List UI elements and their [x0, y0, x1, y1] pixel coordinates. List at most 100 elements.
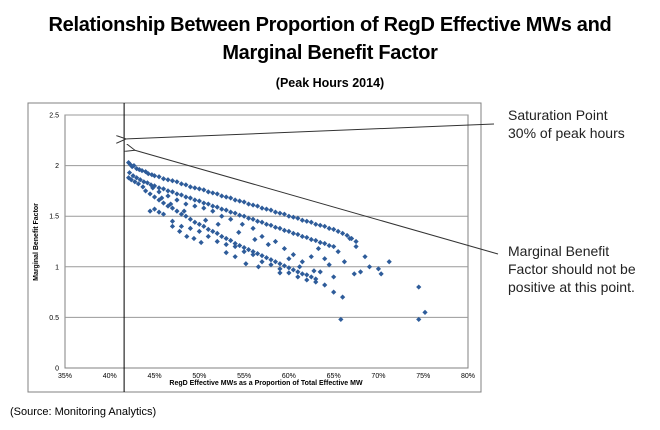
- data-point: [326, 262, 332, 268]
- data-point: [156, 185, 162, 191]
- data-point: [322, 256, 328, 262]
- y-tick-label: 2.5: [49, 113, 59, 120]
- data-point: [259, 253, 265, 259]
- data-point: [201, 223, 207, 229]
- data-point: [347, 235, 353, 242]
- data-point: [228, 237, 234, 244]
- data-point: [263, 221, 270, 227]
- data-point: [241, 199, 247, 205]
- saturation-annotation: Saturation Point 30% of peak hours: [508, 106, 648, 142]
- data-point: [241, 249, 247, 255]
- data-point: [237, 198, 243, 204]
- data-point: [308, 219, 314, 225]
- data-point: [277, 225, 283, 231]
- data-point: [125, 175, 132, 181]
- chart-frame: [27, 102, 482, 393]
- data-point: [250, 216, 256, 222]
- data-point: [357, 269, 364, 275]
- data-point: [340, 230, 346, 237]
- data-point: [245, 215, 252, 221]
- data-point: [160, 211, 167, 217]
- data-point: [243, 261, 249, 267]
- data-point: [134, 175, 140, 181]
- data-point: [295, 274, 301, 280]
- data-point: [241, 213, 247, 219]
- data-point: [313, 276, 319, 282]
- data-point: [196, 198, 202, 204]
- data-point: [245, 246, 252, 253]
- data-point: [177, 228, 183, 234]
- data-point: [150, 185, 156, 191]
- x-tick-label: 70%: [371, 373, 385, 380]
- data-point: [304, 218, 310, 224]
- x-tick-label: 60%: [282, 373, 296, 380]
- data-point: [144, 180, 150, 186]
- saturation-arrow: [125, 123, 495, 139]
- data-point: [147, 191, 153, 197]
- data-point: [254, 251, 261, 257]
- x-tick-label: 35%: [58, 373, 72, 380]
- data-point: [250, 202, 256, 208]
- data-point: [169, 178, 176, 184]
- data-point: [174, 179, 180, 185]
- data-point: [181, 208, 187, 214]
- data-point: [192, 197, 198, 203]
- data-point: [315, 245, 322, 252]
- data-point: [219, 193, 225, 199]
- data-point: [223, 241, 229, 248]
- data-point: [143, 188, 149, 194]
- gridlines: [65, 114, 468, 318]
- data-point: [353, 243, 359, 250]
- data-point: [286, 270, 292, 276]
- x-tick-label: 45%: [148, 373, 162, 380]
- data-point: [219, 206, 225, 212]
- data-point: [295, 269, 301, 275]
- data-point: [169, 189, 176, 195]
- data-point: [198, 239, 204, 246]
- data-point: [214, 230, 220, 237]
- data-point: [344, 232, 350, 239]
- data-point: [215, 221, 221, 227]
- data-point: [178, 181, 185, 187]
- data-point: [311, 268, 317, 274]
- data-point: [156, 174, 162, 180]
- data-point: [295, 231, 301, 238]
- data-point: [286, 213, 292, 219]
- saturation-line1: Saturation Point: [508, 107, 608, 123]
- data-point: [290, 267, 296, 273]
- data-point: [281, 245, 288, 252]
- data-point: [126, 170, 133, 176]
- x-tick-label: 65%: [327, 373, 341, 380]
- data-point: [250, 249, 256, 255]
- data-point: [295, 215, 301, 221]
- data-point: [252, 236, 258, 243]
- data-point: [304, 277, 310, 283]
- data-point: [263, 255, 270, 261]
- data-point: [265, 241, 271, 248]
- data-point: [326, 242, 332, 249]
- data-point: [223, 207, 229, 213]
- data-point: [132, 179, 138, 185]
- data-point: [317, 239, 323, 246]
- data-point: [340, 294, 346, 300]
- data-point: [239, 221, 245, 227]
- data-points: [125, 159, 428, 323]
- data-point: [165, 188, 171, 194]
- data-point: [187, 216, 193, 222]
- data-point: [331, 289, 337, 295]
- data-point: [192, 219, 198, 225]
- data-point: [219, 213, 225, 219]
- data-point: [286, 256, 292, 262]
- data-point: [205, 233, 211, 240]
- data-point: [183, 213, 189, 219]
- data-point: [187, 195, 193, 201]
- data-point: [362, 254, 368, 260]
- x-tick-label: 40%: [103, 373, 117, 380]
- y-tick-label: 1: [55, 264, 59, 271]
- data-point: [192, 203, 198, 209]
- data-point: [255, 264, 262, 270]
- data-point: [317, 269, 323, 275]
- data-point: [184, 233, 190, 240]
- data-point: [201, 205, 207, 211]
